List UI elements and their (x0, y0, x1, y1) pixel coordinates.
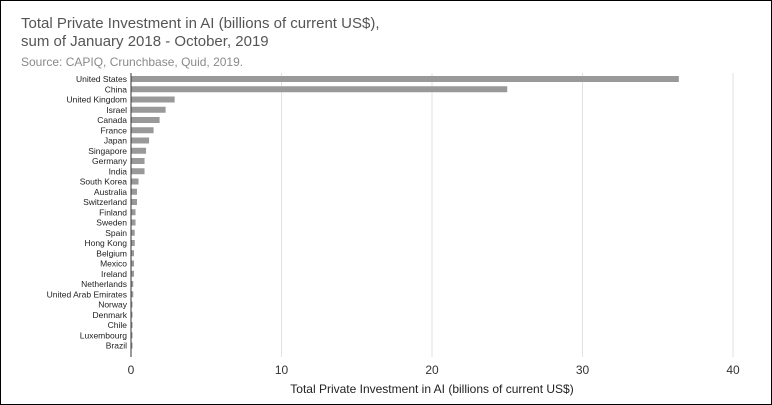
chart-title: Total Private Investment in AI (billions… (21, 15, 380, 50)
bar-united-kingdom (131, 96, 175, 103)
category-label-united-kingdom: United Kingdom (67, 95, 127, 105)
category-label-netherlands: Netherlands (81, 279, 127, 289)
category-label-belgium: Belgium (96, 248, 127, 258)
bar-spain (131, 229, 135, 236)
category-label-israel: Israel (106, 105, 127, 115)
bar-hong-kong (131, 240, 135, 246)
bar-france (131, 127, 154, 134)
bar-germany (131, 158, 145, 164)
category-label-hong-kong: Hong Kong (84, 238, 127, 248)
x-tick-label-20: 20 (425, 363, 439, 377)
category-label-spain: Spain (105, 228, 127, 238)
category-label-ireland: Ireland (101, 269, 127, 279)
bar-united-states (131, 76, 679, 82)
category-label-india: India (109, 166, 128, 176)
category-label-switzerland: Switzerland (83, 197, 127, 207)
category-label-united-arab-emirates: United Arab Emirates (47, 289, 127, 299)
category-label-south-korea: South Korea (80, 177, 128, 187)
bar-mexico (131, 260, 135, 267)
bar-australia (131, 188, 138, 195)
category-label-brazil: Brazil (106, 341, 127, 351)
bar-israel (131, 106, 166, 113)
category-label-japan: Japan (104, 136, 127, 146)
category-label-germany: Germany (92, 156, 128, 166)
x-tick-label-0: 0 (128, 363, 135, 377)
category-label-canada: Canada (97, 115, 127, 125)
bar-china (131, 86, 508, 93)
bar-belgium (131, 250, 135, 257)
x-axis-label: Total Private Investment in AI (billions… (290, 382, 573, 396)
category-label-chile: Chile (108, 320, 128, 330)
x-tick-label-30: 30 (576, 363, 590, 377)
bar-finland (131, 209, 136, 216)
bar-india (131, 168, 145, 175)
category-label-united-states: United States (76, 74, 127, 84)
bar-norway (131, 301, 133, 308)
category-label-mexico: Mexico (100, 259, 127, 269)
x-tick-label-40: 40 (726, 363, 740, 377)
category-label-luxembourg: Luxembourg (80, 330, 128, 340)
bar-japan (131, 137, 150, 144)
bar-sweden (131, 219, 136, 226)
category-label-finland: Finland (99, 207, 127, 217)
bar-denmark (131, 311, 133, 318)
category-label-singapore: Singapore (88, 146, 127, 156)
bar-luxembourg (131, 332, 133, 339)
bar-switzerland (131, 199, 138, 205)
bar-singapore (131, 147, 147, 154)
bar-canada (131, 117, 160, 123)
bar-united-arab-emirates (131, 291, 134, 298)
category-label-denmark: Denmark (93, 310, 128, 320)
chart-subtitle: Source: CAPIQ, Crunchbase, Quid, 2019. (21, 55, 244, 69)
category-label-china: China (105, 84, 127, 94)
category-label-norway: Norway (98, 300, 128, 310)
bar-brazil (131, 342, 133, 349)
bar-ireland (131, 270, 135, 277)
category-label-france: France (101, 125, 128, 135)
x-tick-label-10: 10 (275, 363, 289, 377)
bar-chile (131, 322, 133, 328)
bar-netherlands (131, 281, 134, 287)
category-label-sweden: Sweden (96, 218, 127, 228)
category-label-australia: Australia (94, 187, 127, 197)
bar-south-korea (131, 178, 139, 185)
